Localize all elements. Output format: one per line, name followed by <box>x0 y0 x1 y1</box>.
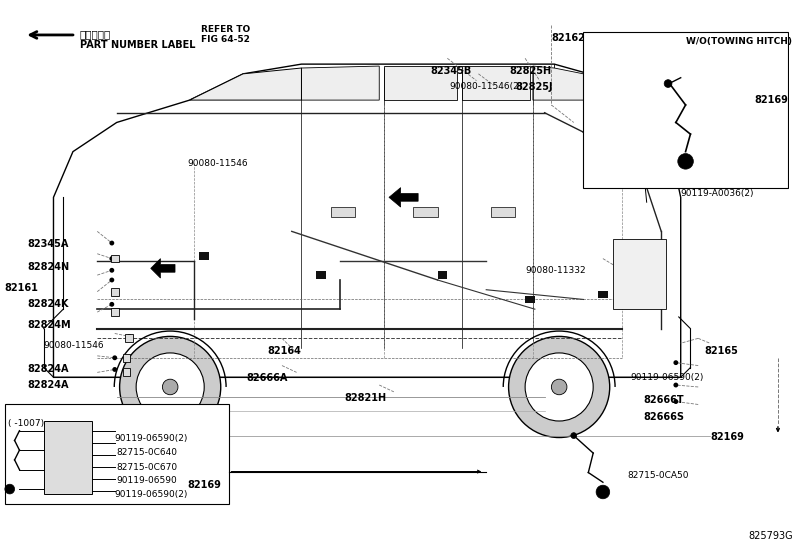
Bar <box>414 207 438 217</box>
Text: 825793G: 825793G <box>749 531 793 540</box>
Text: 90080-11332: 90080-11332 <box>525 267 586 276</box>
Circle shape <box>571 433 577 438</box>
Circle shape <box>162 379 178 395</box>
Bar <box>200 252 209 260</box>
Text: 82825H: 82825H <box>509 66 551 76</box>
Bar <box>583 32 787 188</box>
Bar <box>331 207 355 217</box>
Text: 82824M: 82824M <box>28 320 71 330</box>
Circle shape <box>525 353 593 421</box>
Text: 82715-0C640: 82715-0C640 <box>117 448 178 457</box>
Polygon shape <box>151 259 175 278</box>
Polygon shape <box>462 66 530 100</box>
Text: 90119-06590(2): 90119-06590(2) <box>630 374 703 382</box>
Text: 82169: 82169 <box>710 432 744 442</box>
Circle shape <box>5 484 15 494</box>
Text: 90080-11546(2): 90080-11546(2) <box>449 82 522 91</box>
Text: 品番ラベル: 品番ラベル <box>79 29 111 39</box>
Circle shape <box>109 241 114 245</box>
Bar <box>111 308 118 316</box>
Bar <box>126 334 133 342</box>
Text: 82164: 82164 <box>268 346 302 356</box>
Bar <box>598 291 607 298</box>
Text: 82169: 82169 <box>187 480 221 491</box>
Text: 82666T: 82666T <box>644 395 684 405</box>
Bar <box>612 239 666 309</box>
Circle shape <box>109 256 114 261</box>
Text: 90119-06590(2): 90119-06590(2) <box>114 490 188 499</box>
Circle shape <box>136 353 204 421</box>
Text: 90080-11546: 90080-11546 <box>187 160 248 169</box>
Bar <box>438 271 448 279</box>
Circle shape <box>673 399 678 404</box>
Circle shape <box>109 302 114 307</box>
Bar <box>122 368 131 376</box>
Circle shape <box>127 334 131 339</box>
Bar <box>525 296 534 304</box>
Text: 90119-06590(2): 90119-06590(2) <box>114 433 188 442</box>
Text: 82715-0CA50: 82715-0CA50 <box>627 470 689 479</box>
Circle shape <box>112 356 117 360</box>
Text: 82666A: 82666A <box>246 374 287 384</box>
Text: 82345A: 82345A <box>28 239 69 249</box>
Bar <box>5 404 229 503</box>
Circle shape <box>678 153 693 169</box>
Text: ( -1007): ( -1007) <box>8 419 44 428</box>
Text: 82169: 82169 <box>754 95 788 105</box>
Circle shape <box>109 278 114 282</box>
Text: 82715-0C670: 82715-0C670 <box>117 463 178 472</box>
Text: 82824A: 82824A <box>28 380 69 390</box>
Circle shape <box>119 337 221 437</box>
Text: 82161: 82161 <box>5 283 39 293</box>
Text: 90119-A0036(2): 90119-A0036(2) <box>680 189 754 198</box>
Circle shape <box>673 360 678 365</box>
Bar <box>111 255 118 263</box>
Text: W/O(TOWING HITCH): W/O(TOWING HITCH) <box>685 37 792 46</box>
Text: 82162: 82162 <box>551 33 586 43</box>
Circle shape <box>664 80 672 87</box>
Text: FIG 64-52: FIG 64-52 <box>201 35 250 44</box>
Bar <box>122 354 131 362</box>
Polygon shape <box>533 66 646 113</box>
Text: REFER TO: REFER TO <box>201 25 251 34</box>
Circle shape <box>673 382 678 388</box>
Bar <box>44 421 92 494</box>
Text: 82165: 82165 <box>704 346 738 356</box>
Text: 82821H: 82821H <box>344 393 386 403</box>
Bar <box>491 207 516 217</box>
Circle shape <box>551 379 567 395</box>
Text: 82345B: 82345B <box>431 66 472 76</box>
Polygon shape <box>302 66 380 100</box>
Polygon shape <box>384 66 457 100</box>
Polygon shape <box>190 68 302 100</box>
Text: 90119-06590: 90119-06590 <box>117 477 178 486</box>
Circle shape <box>596 485 610 499</box>
Text: 82825J: 82825J <box>516 82 553 92</box>
Circle shape <box>109 268 114 273</box>
Text: 82824K: 82824K <box>28 300 69 310</box>
Text: PART NUMBER LABEL: PART NUMBER LABEL <box>79 40 195 50</box>
Polygon shape <box>389 188 418 207</box>
Bar <box>316 271 326 279</box>
Text: 82824A: 82824A <box>28 363 69 374</box>
Text: 82666S: 82666S <box>644 412 684 422</box>
Bar <box>111 288 118 296</box>
Circle shape <box>508 337 610 437</box>
Text: 82824N: 82824N <box>28 262 70 272</box>
Circle shape <box>112 367 117 372</box>
Text: 90080-11546: 90080-11546 <box>44 341 105 350</box>
